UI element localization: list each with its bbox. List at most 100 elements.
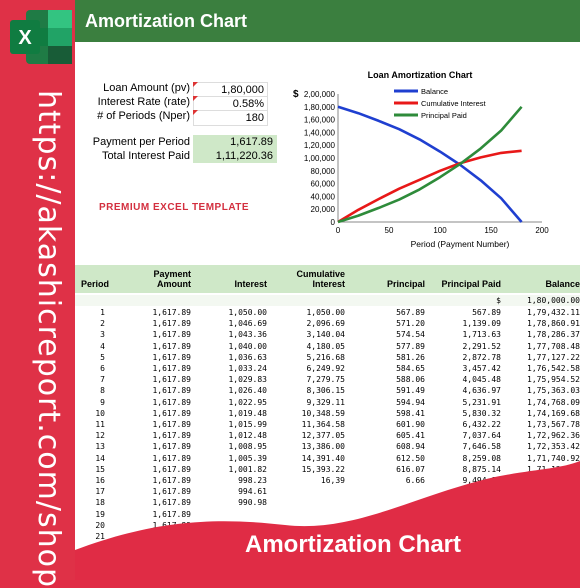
table-cell[interactable]: 994.61 — [238, 487, 267, 497]
table-cell[interactable]: 15,393.22 — [301, 464, 345, 474]
table-cell[interactable]: 14,391.40 — [301, 453, 345, 463]
table-cell[interactable]: 1,78,860.91 — [527, 319, 580, 329]
table-cell[interactable]: 584.65 — [396, 364, 425, 373]
table-cell[interactable]: 1,617.89 — [152, 341, 191, 351]
table-cell[interactable]: 1,617.89 — [152, 397, 191, 407]
table-cell[interactable]: 1,043.36 — [228, 330, 267, 340]
table-cell[interactable]: 8,306.15 — [306, 386, 345, 396]
table-cell[interactable]: 1,79,432.11 — [527, 308, 580, 317]
table-cell[interactable]: 13 — [95, 442, 105, 452]
table-cell[interactable]: 601.90 — [396, 420, 425, 429]
table-cell[interactable]: 1,617.89 — [152, 464, 191, 474]
table-cell[interactable]: 1,617.89 — [152, 453, 191, 463]
table-cell[interactable]: 12,377.05 — [301, 431, 345, 441]
table-cell[interactable]: 1,022.95 — [228, 397, 267, 407]
table-cell[interactable]: 1,77,708.48 — [527, 341, 580, 351]
table-cell[interactable]: 13,386.00 — [301, 442, 345, 452]
table-cell[interactable]: 7,279.75 — [306, 375, 345, 385]
table-cell[interactable]: 3 — [100, 330, 105, 340]
table-cell[interactable]: 1,617.89 — [152, 375, 191, 385]
table-cell[interactable]: 5,830.32 — [462, 408, 501, 418]
table-cell[interactable]: 8,259.08 — [462, 453, 501, 463]
table-cell[interactable]: 14 — [95, 453, 105, 463]
table-cell[interactable]: 2,096.69 — [306, 319, 345, 329]
table-cell[interactable]: 1,617.89 — [152, 330, 191, 340]
periods-cell[interactable]: 180 — [193, 110, 268, 126]
table-cell[interactable]: 1,74,768.09 — [527, 397, 580, 407]
table-cell[interactable]: 6,432.22 — [462, 420, 501, 429]
table-cell[interactable]: 21 — [95, 532, 105, 541]
table-cell[interactable]: 1,001.82 — [228, 464, 267, 474]
table-cell[interactable]: 1,617.89 — [152, 386, 191, 396]
table-cell[interactable]: 1 — [100, 308, 105, 317]
table-cell[interactable]: 594.94 — [396, 397, 425, 407]
table-cell[interactable]: 1,72,353.42 — [527, 442, 580, 452]
table-cell[interactable]: 1,617.89 — [152, 487, 191, 497]
table-cell[interactable]: 1,617.89 — [152, 420, 191, 429]
table-cell[interactable]: 6 — [100, 364, 105, 373]
table-cell[interactable]: 1,617.89 — [152, 408, 191, 418]
table-cell[interactable]: 1,019.48 — [228, 408, 267, 418]
table-cell[interactable]: 998.23 — [238, 476, 267, 485]
table-cell[interactable]: 608.94 — [396, 442, 425, 452]
table-cell[interactable]: 1,617.89 — [152, 308, 191, 317]
table-cell[interactable]: 7 — [100, 375, 105, 385]
table-cell[interactable]: 1,75,954.52 — [527, 375, 580, 385]
table-cell[interactable]: 1,76,542.58 — [527, 364, 580, 373]
table-cell[interactable]: 1,617.89 — [152, 509, 191, 519]
table-cell[interactable]: 1,617.89 — [152, 476, 191, 485]
table-cell[interactable]: 3,140.04 — [306, 330, 345, 340]
table-cell[interactable]: 2,291.52 — [462, 341, 501, 351]
table-cell[interactable]: 1,050.00 — [228, 308, 267, 317]
table-cell[interactable]: 3,457.42 — [462, 364, 501, 373]
table-cell[interactable]: 11,364.58 — [301, 420, 345, 429]
table-cell[interactable]: 1,80,000.00 — [527, 296, 580, 305]
table-cell[interactable]: 616.07 — [396, 464, 425, 474]
table-cell[interactable]: 1,713.63 — [462, 330, 501, 340]
table-cell[interactable]: 571.20 — [396, 319, 425, 329]
table-cell[interactable]: 12 — [95, 431, 105, 441]
table-cell[interactable]: 5,231.91 — [462, 397, 501, 407]
table-cell[interactable]: 1,015.99 — [228, 420, 267, 429]
table-cell[interactable]: 15 — [95, 464, 105, 474]
table-cell[interactable]: 567.89 — [396, 308, 425, 317]
table-cell[interactable]: 1,617.89 — [152, 352, 191, 362]
table-cell[interactable]: 8 — [100, 386, 105, 396]
table-cell[interactable]: 17 — [95, 487, 105, 497]
table-cell[interactable]: 1,73,567.78 — [527, 420, 580, 429]
table-cell[interactable]: 1,040.00 — [228, 341, 267, 351]
table-cell[interactable]: 605.41 — [396, 431, 425, 441]
table-cell[interactable]: 574.54 — [396, 330, 425, 340]
table-cell[interactable]: 612.50 — [396, 453, 425, 463]
table-cell[interactable]: 4,636.97 — [462, 386, 501, 396]
table-cell[interactable]: 581.26 — [396, 352, 425, 362]
table-cell[interactable]: 1,617.89 — [152, 498, 191, 508]
table-cell[interactable]: 567.89 — [472, 308, 501, 317]
payment-cell[interactable]: 1,617.89 — [193, 135, 277, 149]
table-cell[interactable]: 598.41 — [396, 408, 425, 418]
table-cell[interactable]: 1,617.89 — [152, 364, 191, 373]
table-cell[interactable]: 1,026.40 — [228, 386, 267, 396]
table-cell[interactable]: 10,348.59 — [301, 408, 345, 418]
table-cell[interactable]: 7,646.58 — [462, 442, 501, 452]
table-cell[interactable]: 1,046.69 — [228, 319, 267, 329]
table-cell[interactable]: 11 — [95, 420, 105, 429]
table-cell[interactable]: 1,012.48 — [228, 431, 267, 441]
table-cell[interactable]: 1,033.24 — [228, 364, 267, 373]
table-cell[interactable]: 1,617.89 — [152, 442, 191, 452]
table-cell[interactable]: 1,036.63 — [228, 352, 267, 362]
table-cell[interactable]: 8,875.14 — [462, 464, 501, 474]
table-cell[interactable]: 9 — [100, 397, 105, 407]
table-cell[interactable]: 588.06 — [396, 375, 425, 385]
table-cell[interactable]: 4,180.05 — [306, 341, 345, 351]
table-cell[interactable]: 591.49 — [396, 386, 425, 396]
table-cell[interactable]: 1,617.89 — [152, 431, 191, 441]
table-cell[interactable]: 1,72,962.36 — [527, 431, 580, 441]
table-cell[interactable]: 20 — [95, 520, 105, 530]
table-cell[interactable]: 18 — [95, 498, 105, 508]
table-cell[interactable]: 6,249.92 — [306, 364, 345, 373]
table-cell[interactable]: 5,216.68 — [306, 352, 345, 362]
table-cell[interactable]: 5 — [100, 352, 105, 362]
table-cell[interactable]: 4,045.48 — [462, 375, 501, 385]
table-cell[interactable]: $ — [496, 296, 501, 305]
